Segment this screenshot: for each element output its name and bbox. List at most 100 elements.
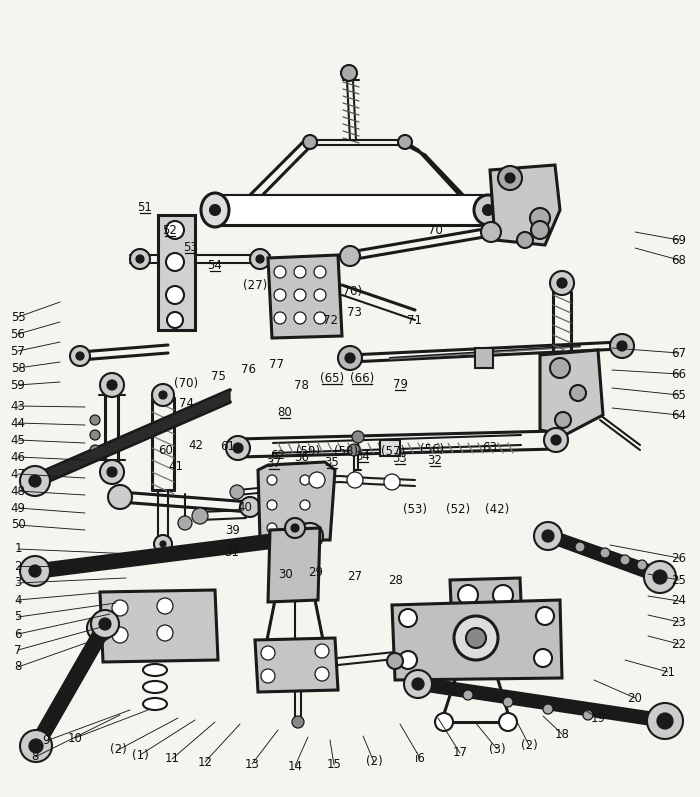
Text: 71: 71	[407, 313, 423, 327]
Text: 32: 32	[428, 453, 442, 466]
Circle shape	[637, 560, 647, 570]
Circle shape	[294, 289, 306, 301]
Text: 40: 40	[237, 501, 253, 513]
Circle shape	[250, 249, 270, 269]
Ellipse shape	[474, 195, 502, 225]
Circle shape	[550, 271, 574, 295]
Circle shape	[338, 346, 362, 370]
Text: 80: 80	[278, 406, 293, 418]
Circle shape	[130, 249, 150, 269]
Text: 22: 22	[671, 638, 687, 650]
Text: i6: i6	[414, 752, 426, 764]
Circle shape	[210, 205, 220, 215]
Text: 43: 43	[10, 399, 25, 413]
Circle shape	[166, 221, 184, 239]
Circle shape	[399, 651, 417, 669]
Circle shape	[483, 205, 493, 215]
Text: 10: 10	[68, 732, 83, 744]
Circle shape	[87, 615, 113, 641]
Circle shape	[458, 620, 478, 640]
Text: (70): (70)	[338, 285, 362, 297]
Circle shape	[166, 286, 184, 304]
Text: 49: 49	[10, 501, 25, 515]
Circle shape	[136, 255, 144, 263]
Circle shape	[530, 208, 550, 228]
Text: (65): (65)	[320, 371, 344, 384]
Circle shape	[556, 407, 568, 419]
Text: 45: 45	[10, 434, 25, 446]
Circle shape	[314, 312, 326, 324]
Circle shape	[157, 598, 173, 614]
Circle shape	[531, 221, 549, 239]
Circle shape	[347, 472, 363, 488]
Circle shape	[99, 618, 111, 630]
Circle shape	[159, 391, 167, 399]
Text: 37: 37	[267, 457, 281, 469]
Polygon shape	[490, 165, 560, 245]
Circle shape	[107, 380, 117, 390]
Text: 70: 70	[428, 223, 442, 237]
Text: 64: 64	[671, 409, 687, 422]
Circle shape	[305, 531, 315, 541]
Text: 65: 65	[671, 388, 687, 402]
Circle shape	[300, 475, 310, 485]
Circle shape	[91, 610, 119, 638]
Circle shape	[341, 65, 357, 81]
Text: 50: 50	[10, 519, 25, 532]
Circle shape	[551, 435, 561, 445]
Text: 54: 54	[208, 258, 223, 272]
Circle shape	[294, 312, 306, 324]
Text: 79: 79	[393, 378, 407, 391]
Text: (70): (70)	[174, 376, 198, 390]
Circle shape	[348, 444, 360, 456]
Circle shape	[481, 222, 501, 242]
Polygon shape	[392, 600, 562, 680]
Ellipse shape	[143, 664, 167, 676]
Text: 72: 72	[323, 313, 337, 327]
Circle shape	[534, 522, 562, 550]
Text: 33: 33	[393, 451, 407, 465]
Text: (2): (2)	[110, 744, 127, 756]
Text: 57: 57	[10, 344, 25, 358]
Circle shape	[294, 266, 306, 278]
Text: 34: 34	[356, 450, 370, 462]
Text: 66: 66	[671, 367, 687, 380]
Circle shape	[435, 713, 453, 731]
Circle shape	[505, 173, 515, 183]
Circle shape	[620, 555, 630, 565]
Circle shape	[100, 460, 124, 484]
Circle shape	[20, 556, 50, 586]
Text: 52: 52	[162, 223, 177, 237]
Circle shape	[261, 646, 275, 660]
Circle shape	[160, 541, 166, 547]
Polygon shape	[268, 528, 320, 602]
Circle shape	[314, 266, 326, 278]
Circle shape	[314, 289, 326, 301]
Text: (66): (66)	[350, 371, 374, 384]
Text: 56: 56	[10, 328, 25, 340]
Circle shape	[178, 516, 192, 530]
Text: 60: 60	[159, 443, 174, 457]
Circle shape	[292, 716, 304, 728]
Text: (52): (52)	[446, 504, 470, 516]
Circle shape	[264, 647, 280, 663]
Circle shape	[297, 523, 323, 549]
Polygon shape	[540, 350, 603, 435]
Text: 8: 8	[14, 661, 22, 673]
Circle shape	[76, 352, 84, 360]
Polygon shape	[548, 530, 665, 584]
Circle shape	[256, 255, 264, 263]
Text: 19: 19	[591, 712, 606, 724]
Text: 11: 11	[164, 752, 179, 765]
Circle shape	[300, 523, 310, 533]
Circle shape	[384, 474, 400, 490]
Circle shape	[315, 667, 329, 681]
Circle shape	[399, 609, 417, 627]
Text: 46: 46	[10, 450, 25, 464]
Circle shape	[100, 373, 124, 397]
Bar	[380, 440, 400, 456]
Text: (2): (2)	[521, 739, 538, 752]
Circle shape	[90, 445, 100, 455]
Circle shape	[404, 670, 432, 698]
Circle shape	[167, 312, 183, 328]
